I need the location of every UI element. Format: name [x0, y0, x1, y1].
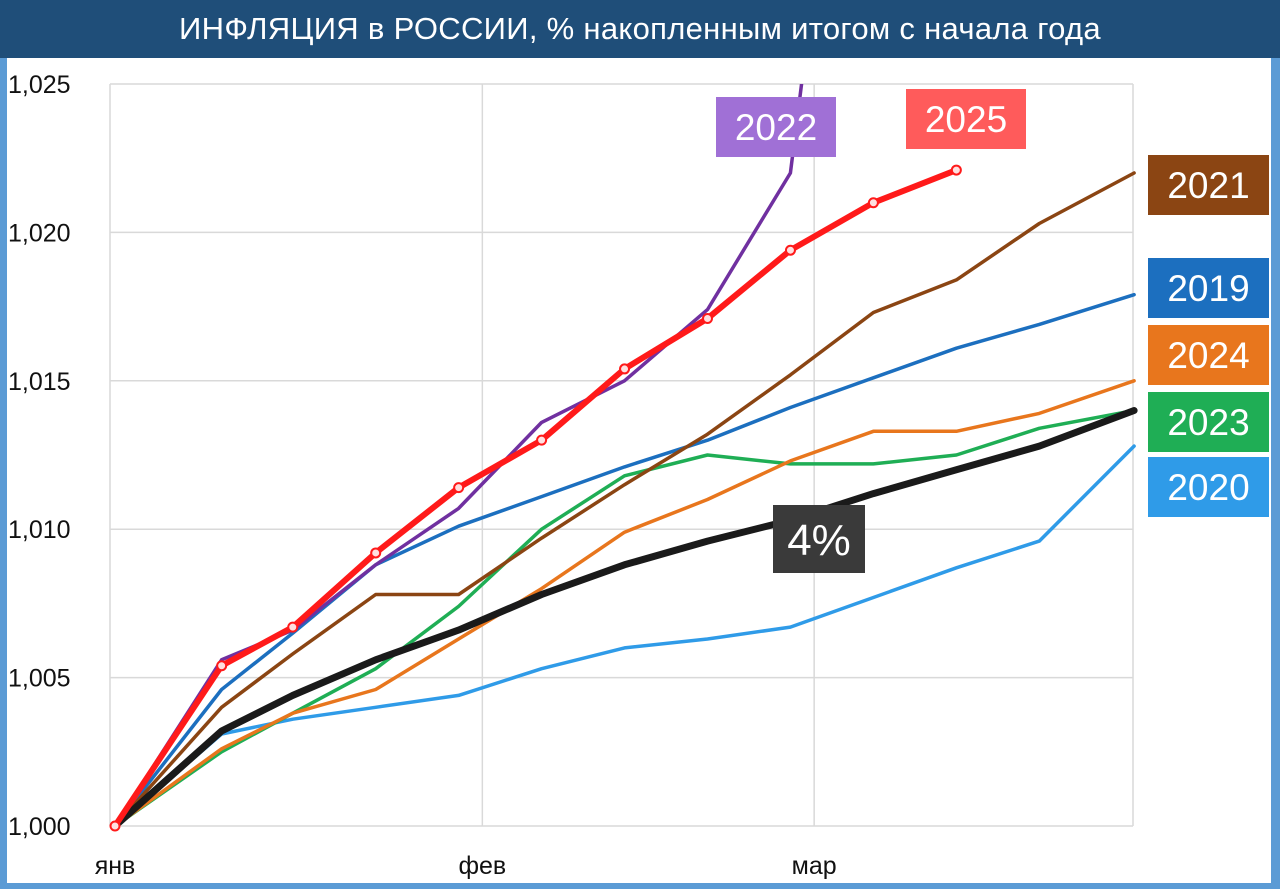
data-point-2025	[453, 482, 465, 494]
chart-title: ИНФЛЯЦИЯ в РОССИИ, % накопленным итогом …	[0, 0, 1280, 58]
data-point-2025	[370, 547, 382, 559]
data-point-2025	[619, 363, 631, 375]
label-text-2023: 2023	[1167, 402, 1249, 443]
y-tick-label: 1,020	[8, 219, 71, 247]
series-line-2019	[113, 292, 1136, 828]
y-tick-label: 1,025	[8, 71, 71, 99]
data-point-2025	[287, 621, 299, 633]
y-tick-label: 1,010	[8, 516, 71, 544]
data-point-2025	[216, 660, 228, 672]
data-point-2025	[109, 820, 121, 832]
data-point-2025	[702, 312, 713, 324]
label-text-2024: 2024	[1167, 335, 1249, 376]
series-line-4pct	[111, 407, 1138, 830]
series-line-2023	[113, 408, 1136, 828]
x-tick-label: мар	[792, 852, 837, 880]
data-point-2025	[867, 197, 879, 209]
label-box-2022	[716, 97, 836, 157]
x-tick-label: янв	[95, 852, 136, 880]
label-text-2021: 2021	[1167, 165, 1249, 206]
series-line-2024	[113, 379, 1136, 828]
series-line-2020	[113, 444, 1136, 828]
label-text-2020: 2020	[1167, 467, 1249, 508]
label-box-2023	[1148, 392, 1269, 452]
label-box-4pct	[773, 505, 865, 573]
y-tick-label: 1,005	[8, 665, 71, 693]
label-text-2019: 2019	[1167, 268, 1249, 309]
label-box-2024	[1148, 325, 1269, 385]
y-tick-label: 1,015	[8, 368, 71, 396]
label-box-2021	[1148, 155, 1269, 215]
data-point-2025	[536, 434, 548, 446]
data-point-2025	[950, 164, 962, 176]
data-point-2025	[784, 244, 796, 256]
label-box-2020	[1148, 457, 1269, 517]
label-text-2025: 2025	[925, 99, 1007, 140]
label-box-2025	[906, 89, 1026, 149]
label-box-2019	[1148, 258, 1269, 318]
series-line-2021	[113, 171, 1136, 828]
label-text-2022: 2022	[735, 107, 817, 148]
x-tick-label: фев	[458, 852, 506, 880]
y-tick-label: 1,000	[8, 813, 71, 841]
label-text-4pct: 4%	[787, 516, 851, 565]
